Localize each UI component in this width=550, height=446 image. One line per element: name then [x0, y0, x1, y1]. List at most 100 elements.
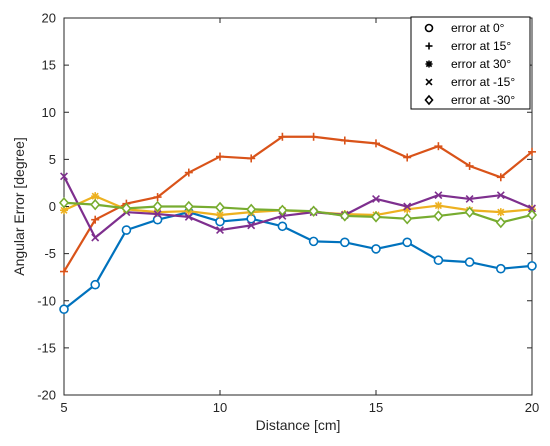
- circle-marker-shape: [308, 236, 319, 247]
- legend-label: error at 15°: [451, 39, 511, 53]
- x-marker-b: [403, 202, 412, 211]
- diamond-marker-shape: [464, 206, 475, 218]
- data-point: [153, 210, 162, 219]
- data-point: [433, 210, 444, 222]
- diamond-marker-shape: [246, 203, 257, 216]
- series-0: [59, 207, 537, 315]
- series-lines: [58, 132, 538, 315]
- data-point: [495, 216, 506, 229]
- diamond-marker: [424, 94, 434, 106]
- x-tick-label: 5: [60, 400, 67, 415]
- data-point: [60, 267, 68, 276]
- y-tick-label: 10: [42, 105, 56, 120]
- y-tick-label: -10: [37, 293, 56, 308]
- data-point: [90, 198, 101, 211]
- legend-item: error at 30°: [425, 57, 511, 71]
- data-point: [247, 221, 256, 230]
- data-point: [308, 205, 319, 217]
- plus-marker: [425, 42, 433, 50]
- x-marker-b: [184, 212, 193, 221]
- y-tick-label: -20: [37, 388, 56, 403]
- data-point: [214, 201, 226, 214]
- x-marker-b: [247, 221, 256, 230]
- data-point: [402, 237, 413, 248]
- circle-marker-shape: [402, 237, 413, 248]
- y-tick-label: -15: [37, 340, 56, 355]
- data-point: [339, 210, 350, 222]
- circle-marker-shape: [433, 255, 444, 266]
- data-point: [91, 233, 100, 242]
- diamond-marker-shape: [183, 200, 194, 213]
- data-point: [465, 194, 474, 203]
- x-marker-b: [425, 78, 433, 86]
- data-point: [121, 202, 132, 215]
- circle-marker-shape: [59, 304, 69, 315]
- data-point: [403, 153, 412, 162]
- data-point: [496, 173, 505, 182]
- series-4: [58, 197, 538, 229]
- circle-marker-shape: [90, 279, 100, 290]
- data-point: [184, 168, 193, 177]
- data-point: [528, 204, 536, 213]
- legend-label: error at -15°: [451, 75, 515, 89]
- legend-label: error at -30°: [451, 93, 515, 107]
- diamond-marker-shape: [277, 204, 288, 216]
- series-line: [63, 201, 533, 224]
- series-line: [63, 211, 533, 311]
- series-line: [63, 135, 533, 273]
- data-point: [216, 226, 224, 235]
- data-point: [247, 154, 256, 163]
- diamond-marker-shape: [58, 197, 70, 209]
- y-tick-label: 5: [49, 152, 56, 167]
- diamond-marker-shape: [370, 211, 382, 223]
- series-1: [60, 132, 536, 276]
- data-point: [340, 136, 349, 145]
- data-point: [434, 191, 443, 200]
- circle-marker-shape: [527, 261, 537, 271]
- data-point: [58, 197, 70, 209]
- data-point: [434, 201, 443, 210]
- x-marker-b: [153, 210, 162, 219]
- x-marker: [425, 78, 433, 86]
- diamond-marker-shape: [308, 205, 319, 217]
- y-tick-label: 0: [49, 199, 56, 214]
- x-marker-b: [434, 191, 443, 200]
- data-point: [371, 244, 381, 254]
- circle-marker: [424, 23, 434, 33]
- x-marker-b: [496, 191, 505, 200]
- circle-marker-shape: [424, 23, 434, 33]
- legend-item: error at -15°: [425, 75, 515, 89]
- data-point: [152, 200, 163, 213]
- y-tick-label: -5: [44, 246, 56, 261]
- data-point: [339, 237, 350, 248]
- x-marker-b: [528, 204, 536, 213]
- data-point: [153, 193, 162, 202]
- circle-marker-shape: [339, 237, 350, 248]
- data-point: [278, 132, 287, 141]
- diamond-marker-shape: [214, 201, 226, 214]
- y-tick-label: 15: [42, 58, 56, 73]
- asterisk-marker-b: [91, 192, 99, 200]
- data-point: [184, 212, 193, 221]
- data-point: [309, 132, 318, 141]
- asterisk-marker-b: [425, 60, 433, 68]
- data-point: [496, 208, 505, 217]
- series-line: [63, 175, 533, 239]
- data-point: [216, 152, 224, 161]
- data-point: [528, 147, 536, 156]
- data-point: [403, 202, 412, 211]
- y-axis-label: Angular Error [degree]: [11, 137, 27, 276]
- data-point: [370, 211, 382, 223]
- x-tick-label: 15: [369, 400, 383, 415]
- data-point: [527, 261, 537, 271]
- diamond-marker-shape: [433, 210, 444, 222]
- asterisk-marker-b: [403, 205, 411, 213]
- x-marker-b: [216, 226, 224, 235]
- data-point: [183, 200, 194, 213]
- x-marker-b: [91, 233, 100, 242]
- y-tick-label: 20: [42, 11, 56, 26]
- x-marker-b: [60, 172, 68, 181]
- asterisk-marker-b: [497, 208, 505, 216]
- asterisk-marker: [425, 60, 433, 68]
